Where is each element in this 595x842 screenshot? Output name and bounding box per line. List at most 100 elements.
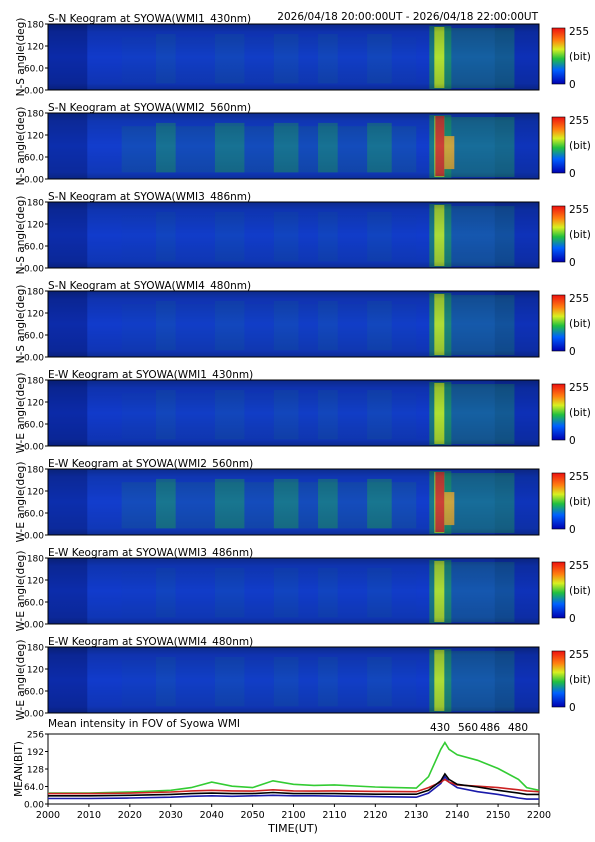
line-chart-ytick-label: 192 bbox=[27, 748, 44, 758]
line-chart-xtick-label: 2140 bbox=[445, 810, 469, 821]
keogram-ytick-label: 120 bbox=[27, 666, 44, 676]
keogram-panel: S-N Keogram at SYOWA(WMI1_430nm) 180 120 60… bbox=[15, 13, 591, 97]
keogram-frame bbox=[47, 379, 540, 447]
keogram-title: S-N Keogram at SYOWA(WMI1_430nm) bbox=[48, 13, 251, 25]
keogram-ytick-label: 120 bbox=[27, 577, 44, 587]
keogram-ylabel: N-S angle(deg) bbox=[15, 196, 27, 275]
colorbar-unit-label: (bit) bbox=[569, 674, 591, 686]
keogram-panel: E-W Keogram at SYOWA(WMI1_430nm) 180 120 60… bbox=[15, 369, 591, 453]
keogram-shading bbox=[48, 469, 539, 535]
colorbar-min-label: 0 bbox=[569, 168, 576, 180]
keogram-brightness bbox=[48, 469, 539, 535]
legend-entry-486: 486 bbox=[480, 722, 500, 734]
keogram-brightness bbox=[48, 558, 539, 624]
colorbar-unit-label: (bit) bbox=[569, 229, 591, 241]
series-line-480 bbox=[48, 772, 539, 797]
colorbar-min-label: 0 bbox=[569, 257, 576, 269]
line-chart-xtick-label: 2100 bbox=[281, 810, 305, 821]
keogram-shading bbox=[48, 380, 539, 446]
colorbar-unit-label: (bit) bbox=[569, 140, 591, 152]
line-chart-xtick-label: 2120 bbox=[363, 810, 387, 821]
keogram-ytick-label: 0.00 bbox=[24, 354, 44, 364]
keogram-title: E-W Keogram at SYOWA(WMI4_480nm) bbox=[48, 636, 253, 648]
colorbar-min-label: 0 bbox=[569, 435, 576, 447]
colorbar-unit-label: (bit) bbox=[569, 585, 591, 597]
keogram-ytick-label: 180 bbox=[27, 110, 44, 120]
line-chart-xtick-label: 2020 bbox=[118, 810, 142, 821]
colorbar bbox=[551, 116, 566, 174]
keogram-frame bbox=[47, 468, 540, 536]
colorbar-max-label: 255 bbox=[569, 293, 589, 305]
keogram-ytick-label: 180 bbox=[27, 555, 44, 565]
keogram-brightness bbox=[48, 647, 539, 713]
keogram-ylabel: N-S angle(deg) bbox=[15, 285, 27, 364]
line-chart-xtick-label: 2150 bbox=[486, 810, 510, 821]
line-chart-ytick-label: 0.00 bbox=[24, 801, 44, 811]
colorbar-min-label: 0 bbox=[569, 702, 576, 714]
keogram-ytick-label: 0.00 bbox=[24, 265, 44, 275]
colorbar bbox=[551, 383, 566, 441]
line-chart-xtick-label: 2110 bbox=[322, 810, 346, 821]
keogram-ytick-label: 180 bbox=[27, 21, 44, 31]
keogram-ylabel: N-S angle(deg) bbox=[15, 107, 27, 186]
keogram-ylabel: W-E angle(deg) bbox=[15, 462, 27, 543]
colorbar-min-label: 0 bbox=[569, 524, 576, 536]
keogram-shading bbox=[48, 202, 539, 268]
line-chart-ytick-label: 64.0 bbox=[24, 783, 44, 793]
colorbar-min-label: 0 bbox=[569, 346, 576, 358]
y-axis-label: MEAN(BIT) bbox=[13, 741, 25, 797]
colorbar-unit-label: (bit) bbox=[569, 407, 591, 419]
legend-entry-430: 430 bbox=[430, 722, 450, 734]
colorbar bbox=[551, 205, 566, 263]
keogram-ytick-label: 180 bbox=[27, 466, 44, 476]
keogram-ytick-label: 120 bbox=[27, 399, 44, 409]
colorbar-max-label: 255 bbox=[569, 204, 589, 216]
keogram-shading bbox=[48, 647, 539, 713]
keogram-frame bbox=[47, 557, 540, 625]
colorbar-max-label: 255 bbox=[569, 115, 589, 127]
keogram-ytick-label: 60.0 bbox=[24, 599, 44, 609]
colorbar bbox=[551, 472, 566, 530]
keogram-ytick-label: 60.0 bbox=[24, 154, 44, 164]
keogram-frame bbox=[47, 290, 540, 358]
keogram-frame bbox=[47, 112, 540, 180]
keogram-shading bbox=[48, 113, 539, 179]
colorbar bbox=[551, 650, 566, 708]
keogram-brightness bbox=[48, 24, 539, 90]
keogram-ytick-label: 60.0 bbox=[24, 65, 44, 75]
keogram-panel: S-N Keogram at SYOWA(WMI2_560nm) 180 120 60… bbox=[15, 102, 591, 186]
keogram-panel: E-W Keogram at SYOWA(WMI3_486nm) 180 120 60… bbox=[15, 547, 591, 631]
series-line-560 bbox=[48, 740, 540, 794]
keogram-ytick-label: 120 bbox=[27, 488, 44, 498]
keogram-ytick-label: 180 bbox=[27, 377, 44, 387]
keogram-title: S-N Keogram at SYOWA(WMI2_560nm) bbox=[48, 102, 251, 114]
colorbar-max-label: 255 bbox=[569, 560, 589, 572]
keogram-ytick-label: 0.00 bbox=[24, 87, 44, 97]
keogram-ytick-label: 0.00 bbox=[24, 532, 44, 542]
keogram-ytick-label: 120 bbox=[27, 221, 44, 231]
line-chart-title: Mean intensity in FOV of Syowa WMI bbox=[48, 718, 240, 730]
keogram-ytick-label: 60.0 bbox=[24, 421, 44, 431]
keogram-ylabel: W-E angle(deg) bbox=[15, 640, 27, 721]
keogram-shading bbox=[48, 291, 539, 357]
keogram-frame bbox=[47, 23, 540, 91]
keogram-ytick-label: 60.0 bbox=[24, 510, 44, 520]
colorbar-max-label: 255 bbox=[569, 382, 589, 394]
keogram-brightness bbox=[48, 291, 539, 357]
keogram-ytick-label: 180 bbox=[27, 644, 44, 654]
legend-entry-480: 480 bbox=[508, 722, 528, 734]
time-range-header: 2026/04/18 20:00:00UT - 2026/04/18 22:00… bbox=[277, 11, 538, 23]
keogram-panel: E-W Keogram at SYOWA(WMI2_560nm) 180 120 60… bbox=[15, 458, 591, 542]
colorbar-min-label: 0 bbox=[569, 613, 576, 625]
keogram-brightness bbox=[48, 113, 539, 179]
colorbar bbox=[551, 294, 566, 352]
colorbar-min-label: 0 bbox=[569, 79, 576, 91]
series-line-430 bbox=[48, 775, 539, 800]
keogram-ytick-label: 120 bbox=[27, 43, 44, 53]
keogram-ytick-label: 0.00 bbox=[24, 710, 44, 720]
line-chart-xtick-label: 2130 bbox=[404, 810, 428, 821]
keogram-ytick-label: 0.00 bbox=[24, 443, 44, 453]
keogram-brightness bbox=[48, 380, 539, 446]
colorbar-unit-label: (bit) bbox=[569, 318, 591, 330]
keogram-ytick-label: 180 bbox=[27, 199, 44, 209]
